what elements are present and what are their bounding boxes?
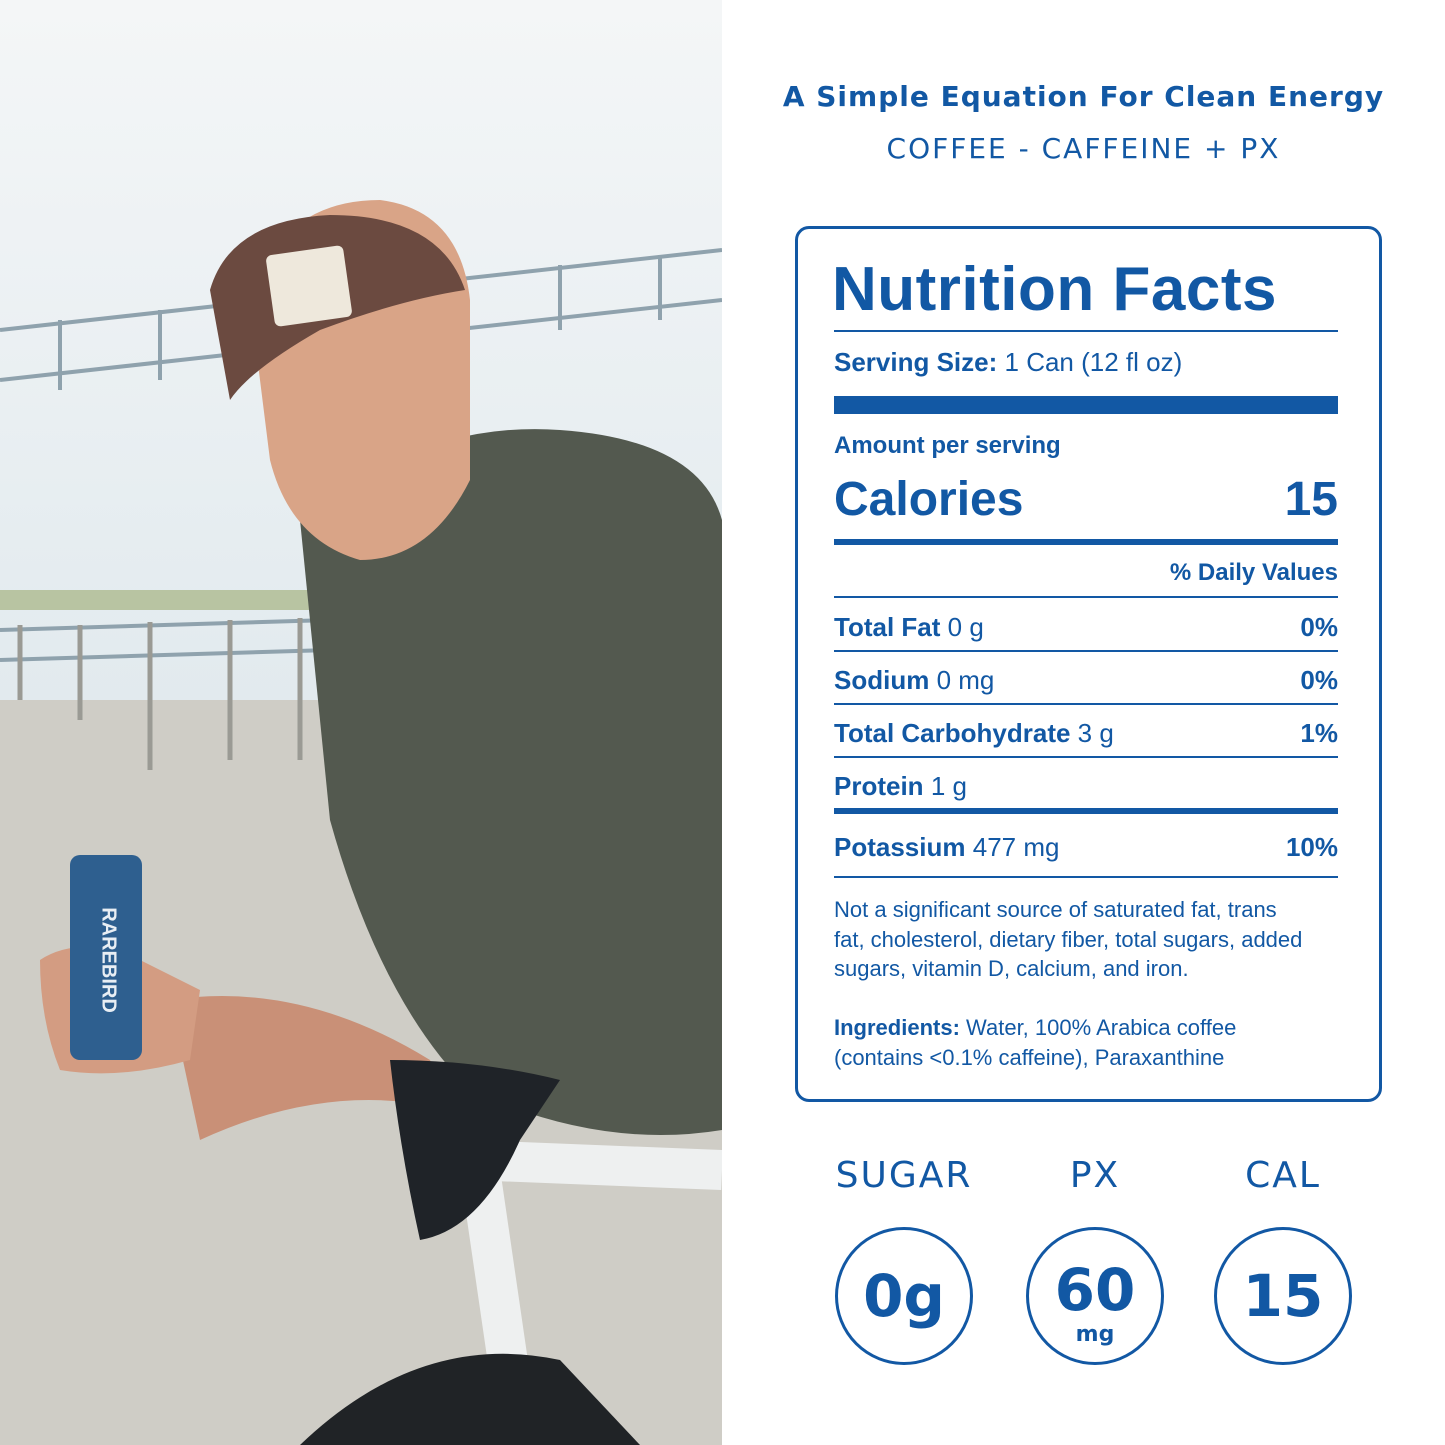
rule	[834, 330, 1338, 332]
nutrient-row: Total Carbohydrate 3 g	[834, 718, 1114, 749]
stat-label: PX	[1069, 1155, 1121, 1196]
subheadline: COFFEE - CAFFEINE + PX	[886, 132, 1281, 165]
serving-size: Serving Size: 1 Can (12 fl oz)	[834, 347, 1182, 378]
footnote-line: Not a significant source of saturated fa…	[834, 897, 1277, 922]
arm	[170, 996, 450, 1140]
stat-label: SUGAR	[835, 1155, 973, 1196]
nutrient-row: Potassium 477 mg	[834, 832, 1059, 863]
nutrient-dv: 0%	[1300, 665, 1338, 695]
ingredients-label: Ingredients:	[834, 1015, 960, 1040]
calories-value: 15	[1284, 473, 1338, 526]
ingredients-line: Ingredients: Water, 100% Arabica coffee	[834, 1015, 1236, 1041]
cap-patch	[266, 245, 352, 327]
footnote-line: fat, cholesterol, dietary fiber, total s…	[834, 926, 1303, 952]
stat-circle	[1026, 1227, 1164, 1365]
trees	[0, 590, 330, 610]
photo: RAREBIRD	[0, 0, 722, 1445]
rule	[834, 756, 1338, 758]
stat-circle	[1214, 1227, 1352, 1365]
rule	[834, 703, 1338, 705]
serving-label: Serving Size:	[834, 347, 998, 377]
amount-label: Amount per serving	[834, 432, 1061, 459]
serving-value: 1 Can (12 fl oz)	[1004, 347, 1183, 377]
ingredients-line: (contains <0.1% caffeine), Paraxanthine	[834, 1045, 1225, 1070]
wheel	[300, 1353, 640, 1445]
rule	[834, 596, 1338, 598]
ingredients-text: Water, 100% Arabica coffee	[966, 1015, 1237, 1040]
stat-label: CAL	[1245, 1155, 1321, 1196]
stat-value: 15	[1242, 1262, 1324, 1330]
nutrient-row: Sodium 0 mg	[834, 665, 994, 696]
nutrient-name: Protein	[834, 771, 924, 801]
medium-rule	[834, 539, 1338, 545]
stat-value: 60	[1054, 1256, 1136, 1324]
nutrient-row: Protein 1 g	[834, 771, 967, 802]
stat-circle	[835, 1227, 973, 1365]
headline: A Simple Equation For Clean Energy	[782, 80, 1385, 113]
stat-unit: mg	[1075, 1322, 1115, 1347]
footnote-line: sugars, vitamin D, calcium, and iron.	[834, 956, 1189, 981]
nutrient-dv: 10%	[1285, 832, 1338, 862]
nutrient-name: Total Carbohydrate	[834, 718, 1071, 748]
thick-rule	[834, 396, 1338, 414]
can	[70, 855, 142, 1060]
nutrient-amount: 477 mg	[972, 832, 1060, 862]
nutrient-dv: 0%	[1300, 612, 1338, 642]
calories-label: Calories	[834, 473, 1024, 526]
nutrition-box	[795, 226, 1382, 1102]
nutrient-amount: 1 g	[930, 771, 967, 801]
nutrient-dv: 1%	[1300, 718, 1338, 748]
shirt	[300, 429, 722, 1135]
nutrient-name: Sodium	[834, 665, 930, 695]
nutrient-amount: 0 mg	[936, 665, 995, 695]
nutrient-name: Total Fat	[834, 612, 941, 642]
rule	[834, 650, 1338, 652]
stat-value: 0g	[863, 1262, 945, 1330]
nutrient-amount: 0 g	[947, 612, 984, 642]
thick-rule	[834, 808, 1338, 814]
nutrient-amount: 3 g	[1077, 718, 1114, 748]
nutrient-row: Total Fat 0 g	[834, 612, 984, 643]
nutrient-name: Potassium	[834, 832, 966, 862]
handlebar	[390, 1060, 560, 1240]
railing	[17, 618, 303, 770]
rule	[834, 876, 1338, 878]
dv-header: % Daily Values	[1169, 559, 1338, 586]
can-brand: RAREBIRD	[98, 907, 120, 1013]
nutrition-title: Nutrition Facts	[832, 255, 1277, 324]
